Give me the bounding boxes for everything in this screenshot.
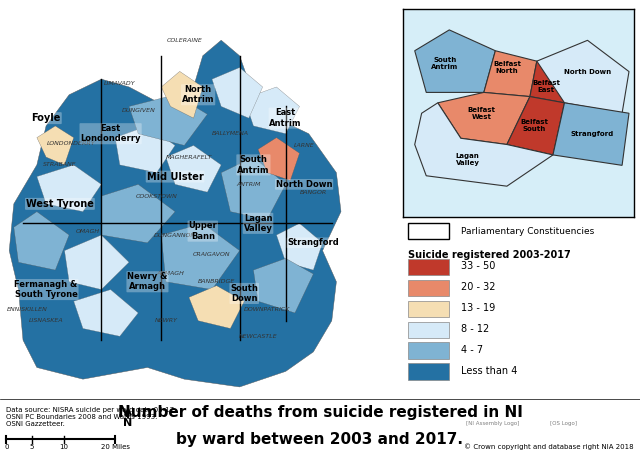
Text: Belfast
South: Belfast South (520, 119, 548, 132)
Polygon shape (65, 235, 129, 289)
Polygon shape (415, 103, 553, 186)
Polygon shape (507, 96, 564, 155)
Text: ARMAGH: ARMAGH (157, 271, 184, 276)
Text: Lagan
Valley: Lagan Valley (456, 153, 480, 166)
Text: [OS Logo]: [OS Logo] (550, 420, 577, 426)
Text: 13 - 19: 13 - 19 (461, 303, 495, 313)
Text: Lagan
Valley: Lagan Valley (244, 214, 273, 233)
Polygon shape (37, 165, 101, 212)
Text: © Crown copyright and database right NIA 2018: © Crown copyright and database right NIA… (464, 443, 634, 450)
Text: Strangford: Strangford (570, 131, 614, 137)
Polygon shape (530, 61, 569, 103)
Text: DUNGANNON: DUNGANNON (154, 232, 196, 237)
Text: [NI Assembly Logo]: [NI Assembly Logo] (466, 420, 520, 426)
Text: South
Down: South Down (230, 284, 258, 303)
Text: LARNE: LARNE (294, 143, 314, 148)
Text: Newry &
Armagh: Newry & Armagh (127, 272, 168, 291)
Text: South
Antrim: South Antrim (431, 57, 458, 70)
Text: Strangford: Strangford (287, 238, 339, 247)
Text: BANGOR: BANGOR (300, 190, 327, 195)
Polygon shape (415, 30, 495, 92)
Text: BALLYMENA: BALLYMENA (212, 131, 249, 136)
Polygon shape (129, 95, 207, 145)
Text: CRAIGAVON: CRAIGAVON (193, 252, 230, 257)
Text: 5: 5 (30, 443, 34, 450)
Text: Fermanagh &
South Tyrone: Fermanagh & South Tyrone (15, 280, 77, 299)
Text: 20 - 32: 20 - 32 (461, 282, 495, 292)
Text: STRABANE: STRABANE (43, 162, 77, 168)
FancyBboxPatch shape (408, 363, 449, 380)
Text: COLERAINE: COLERAINE (166, 38, 202, 43)
Text: South
Antrim: South Antrim (237, 155, 269, 174)
Polygon shape (74, 289, 138, 336)
Text: DOWNPATRICK: DOWNPATRICK (244, 307, 291, 312)
Polygon shape (115, 126, 175, 173)
Text: LISNASKEA: LISNASKEA (29, 318, 63, 323)
Text: Mid Ulster: Mid Ulster (147, 172, 204, 182)
Polygon shape (244, 87, 300, 134)
Polygon shape (14, 212, 69, 270)
Polygon shape (9, 40, 341, 387)
Polygon shape (484, 51, 537, 96)
Text: Number of deaths from suicide registered in NI: Number of deaths from suicide registered… (118, 405, 522, 420)
Polygon shape (537, 40, 629, 113)
Text: East
Antrim: East Antrim (269, 108, 302, 128)
Text: Suicide registered 2003-2017: Suicide registered 2003-2017 (408, 250, 570, 260)
Polygon shape (166, 145, 221, 192)
Text: 4 - 7: 4 - 7 (461, 345, 483, 355)
Text: DUNGIVEN: DUNGIVEN (122, 108, 155, 113)
Text: North Down: North Down (564, 68, 611, 75)
Text: 8 - 12: 8 - 12 (461, 324, 489, 334)
Polygon shape (161, 223, 239, 289)
Text: NEWRY: NEWRY (154, 318, 177, 323)
Polygon shape (161, 72, 203, 118)
Text: by ward between 2003 and 2017.: by ward between 2003 and 2017. (177, 432, 463, 447)
Text: Less than 4: Less than 4 (461, 366, 517, 376)
Polygon shape (212, 67, 262, 118)
Text: 10: 10 (60, 443, 68, 450)
Text: East
Londonderry: East Londonderry (81, 124, 141, 144)
Text: Upper
Bann: Upper Bann (188, 222, 217, 241)
Text: 0: 0 (4, 443, 9, 450)
Text: ENNISKILLEN: ENNISKILLEN (7, 307, 48, 312)
Text: N: N (124, 418, 132, 428)
FancyBboxPatch shape (408, 280, 449, 296)
Polygon shape (438, 92, 530, 145)
Polygon shape (189, 286, 244, 328)
Text: North
Antrim: North Antrim (182, 85, 214, 105)
Text: West Tyrone: West Tyrone (26, 199, 94, 209)
Text: OMAGH: OMAGH (76, 229, 100, 234)
Text: Foyle: Foyle (31, 113, 61, 123)
Polygon shape (221, 157, 285, 219)
Polygon shape (253, 258, 314, 313)
Text: COOKSTOWN: COOKSTOWN (136, 193, 177, 198)
Text: Parliamentary Constituencies: Parliamentary Constituencies (461, 226, 594, 236)
Text: North Down: North Down (276, 180, 332, 189)
Polygon shape (276, 223, 323, 270)
Text: LONDONDERRY: LONDONDERRY (47, 141, 96, 146)
Polygon shape (553, 103, 629, 165)
FancyBboxPatch shape (408, 259, 449, 275)
FancyBboxPatch shape (408, 301, 449, 317)
Text: Belfast
East: Belfast East (532, 80, 560, 93)
Text: NEWCASTLE: NEWCASTLE (239, 334, 277, 339)
FancyBboxPatch shape (408, 322, 449, 338)
Text: ANTRIM: ANTRIM (237, 182, 261, 187)
Text: MAGHERAFELT: MAGHERAFELT (166, 154, 212, 159)
Text: BANBRIDGE: BANBRIDGE (198, 279, 236, 284)
Polygon shape (258, 138, 300, 180)
Text: 33 - 50: 33 - 50 (461, 261, 495, 271)
Text: Belfast
North: Belfast North (493, 61, 521, 74)
Text: 20 Miles: 20 Miles (100, 443, 130, 450)
Text: Belfast
West: Belfast West (468, 107, 495, 120)
Text: LIMAVADY: LIMAVADY (104, 81, 136, 86)
FancyBboxPatch shape (408, 342, 449, 359)
Polygon shape (101, 184, 175, 243)
FancyBboxPatch shape (408, 223, 449, 239)
Polygon shape (37, 126, 74, 165)
Text: Data source: NISRA suicide per ward data 03-17
OSNI PC Boundaries 2008 and Wards: Data source: NISRA suicide per ward data… (6, 407, 175, 427)
